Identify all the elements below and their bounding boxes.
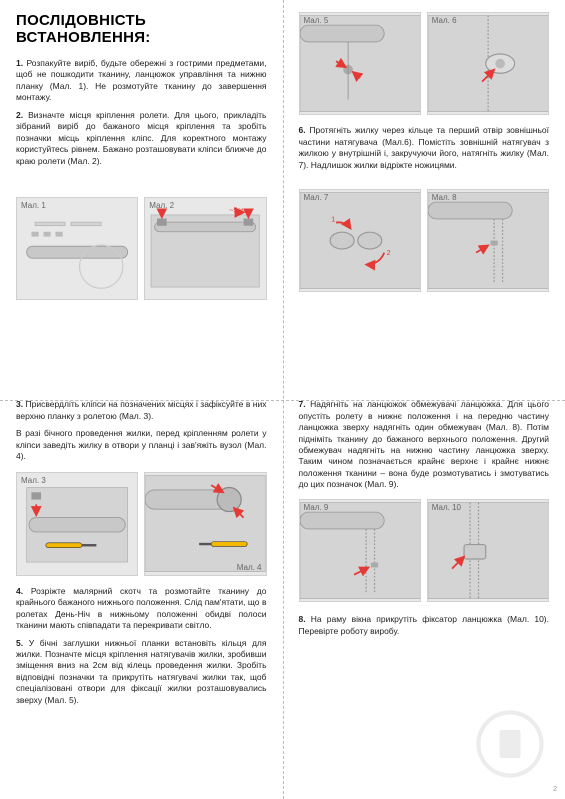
fig-label: Мал. 4 <box>237 563 262 572</box>
step-4: 4. Розріжте малярний скотч та розмотайте… <box>16 586 267 632</box>
fig-label: Мал. 9 <box>304 503 329 512</box>
quadrant-bottom-left: 3. Присвердліть кліпси на позначених міс… <box>0 387 283 799</box>
svg-text:2: 2 <box>386 248 390 257</box>
step-7: 7. Надягніть на ланцюжок обмежувачі ланц… <box>299 399 550 491</box>
step-6: 6. Протягніть жилку через кільце та перш… <box>299 125 550 171</box>
step-5: 5. У бічні заглушки нижньої планки встан… <box>16 638 267 707</box>
svg-text:1: 1 <box>331 214 335 223</box>
quadrant-bottom-right: 7. Надягніть на ланцюжок обмежувачі ланц… <box>283 387 565 799</box>
figure-8: Мал. 8 <box>427 189 549 292</box>
fig-label: Мал. 8 <box>432 193 457 202</box>
watermark-logo <box>475 709 545 779</box>
figure-7: Мал. 7 1 2 <box>299 189 421 292</box>
page-title: ПОСЛІДОВНІСТЬ ВСТАНОВЛЕННЯ: <box>16 12 267 46</box>
fig-label: Мал. 10 <box>432 503 461 512</box>
quadrant-top-right: Мал. 5 Мал. 6 6. Протягніть жилку через … <box>283 0 565 387</box>
figure-6: Мал. 6 <box>427 12 549 115</box>
step-8: 8. На раму вікна прикрутіть фіксатор лан… <box>299 614 550 637</box>
figure-3: Мал. 3 <box>16 472 138 575</box>
fig-label: Мал. 2 <box>149 201 174 210</box>
fig-label: Мал. 5 <box>304 16 329 25</box>
fig-label: Мал. 6 <box>432 16 457 25</box>
figure-10: Мал. 10 <box>427 499 549 602</box>
quadrant-top-left: ПОСЛІДОВНІСТЬ ВСТАНОВЛЕННЯ: 1. Розпакуйт… <box>0 0 283 387</box>
fig-label: Мал. 1 <box>21 201 46 210</box>
fig-label: Мал. 3 <box>21 476 46 485</box>
figure-2: Мал. 2 ~5см <box>144 197 266 300</box>
figure-1: Мал. 1 <box>16 197 138 300</box>
figure-4: Мал. 4 <box>144 472 266 575</box>
step-3: 3. Присвердліть кліпси на позначених міс… <box>16 399 267 422</box>
page-number: 2 <box>553 786 557 793</box>
step-3-note: В разі бічного проведення жилки, перед к… <box>16 428 267 462</box>
figure-5: Мал. 5 <box>299 12 421 115</box>
step-1: 1. Розпакуйте виріб, будьте обережні з г… <box>16 58 267 104</box>
figure-9: Мал. 9 <box>299 499 421 602</box>
fig-label: Мал. 7 <box>304 193 329 202</box>
step-2: 2. Визначте місця кріплення ролети. Для … <box>16 110 267 167</box>
